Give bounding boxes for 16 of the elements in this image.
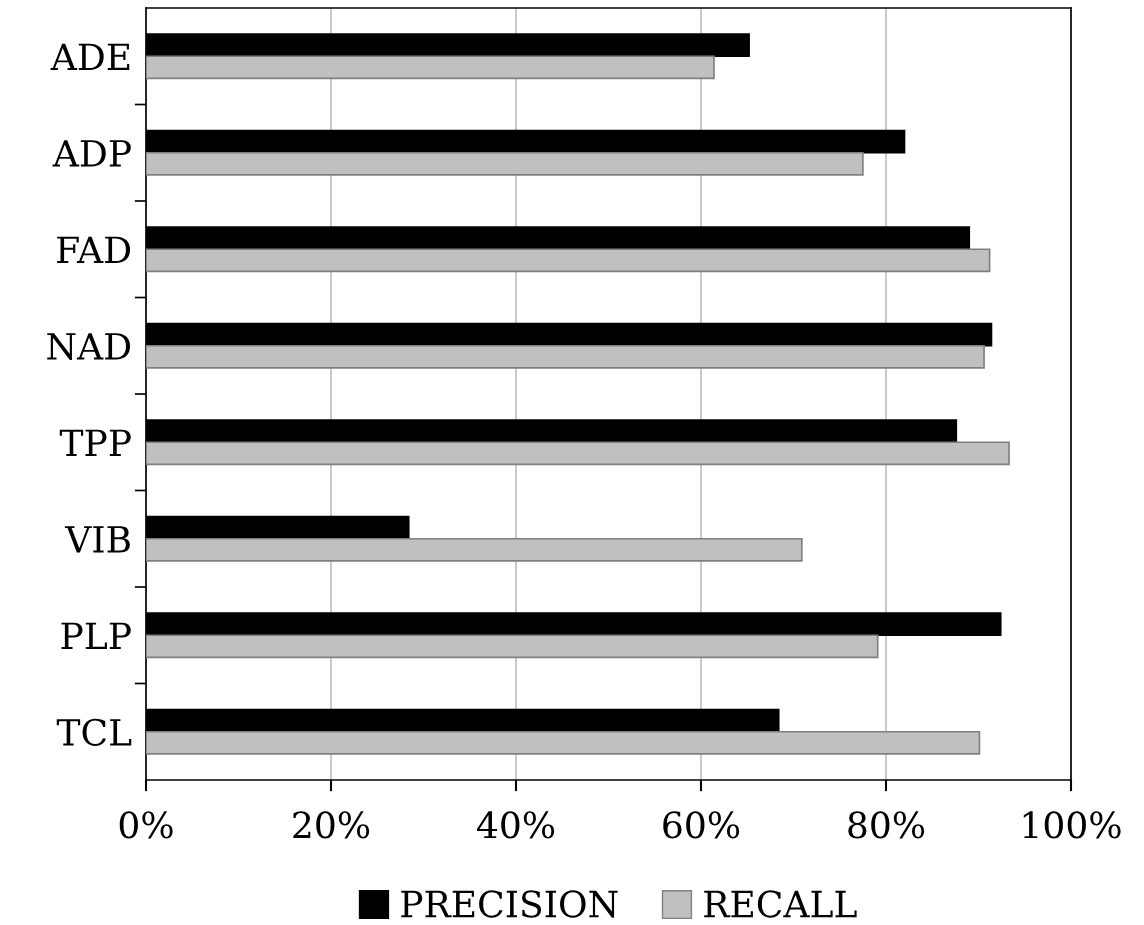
y-tick-label: ADP — [52, 140, 131, 167]
x-tick-label: 40% — [476, 811, 555, 839]
x-tick-label: 80% — [848, 811, 925, 839]
x-tick-label: 100% — [1023, 811, 1121, 839]
y-tick-label: VIB — [64, 526, 130, 553]
y-tick-label: FAD — [57, 236, 131, 263]
x-tick-label: 0% — [119, 811, 173, 839]
y-tick-label: TPP — [59, 429, 131, 456]
legend-label: RECALL — [704, 890, 857, 918]
x-tick-label: 60% — [663, 811, 740, 839]
legend-label: PRECISION — [401, 890, 618, 918]
y-tick-label: ADE — [50, 43, 130, 70]
x-tick-label: 20% — [293, 811, 370, 839]
y-tick-label: PLP — [61, 622, 131, 649]
y-tick-label: TCL — [56, 718, 132, 746]
y-tick-label: NAD — [47, 333, 131, 360]
